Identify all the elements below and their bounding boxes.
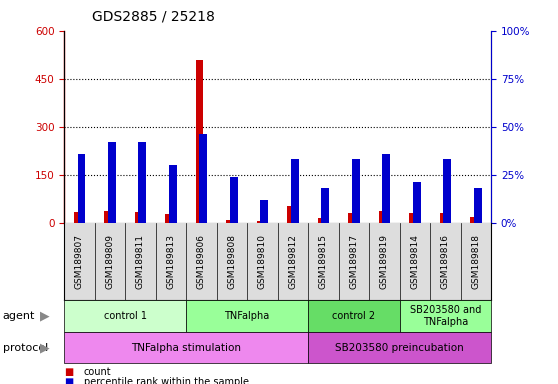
Text: GSM189819: GSM189819 xyxy=(380,233,389,289)
Text: protocol: protocol xyxy=(3,343,48,353)
Text: GSM189817: GSM189817 xyxy=(349,233,358,289)
Text: GSM189815: GSM189815 xyxy=(319,233,328,289)
Bar xyxy=(352,159,359,223)
Text: percentile rank within the sample: percentile rank within the sample xyxy=(84,377,249,384)
Bar xyxy=(199,134,207,223)
Bar xyxy=(348,213,356,223)
Text: GSM189818: GSM189818 xyxy=(472,233,480,289)
Bar xyxy=(78,154,85,223)
Bar xyxy=(74,212,81,223)
Bar xyxy=(196,60,203,223)
Text: agent: agent xyxy=(3,311,35,321)
Text: control 2: control 2 xyxy=(332,311,376,321)
Bar xyxy=(261,200,268,223)
Text: ▶: ▶ xyxy=(40,310,50,322)
Text: control 1: control 1 xyxy=(104,311,147,321)
Text: GSM189814: GSM189814 xyxy=(410,234,419,288)
Bar xyxy=(474,188,482,223)
Text: GSM189810: GSM189810 xyxy=(258,233,267,289)
Text: ▶: ▶ xyxy=(40,341,50,354)
Bar xyxy=(308,300,400,332)
Text: GDS2885 / 25218: GDS2885 / 25218 xyxy=(92,9,215,23)
Bar xyxy=(230,177,238,223)
Bar xyxy=(138,142,146,223)
Text: GSM189808: GSM189808 xyxy=(227,233,237,289)
Bar xyxy=(108,142,116,223)
Bar xyxy=(287,206,295,223)
Bar xyxy=(165,214,173,223)
Text: GSM189806: GSM189806 xyxy=(197,233,206,289)
Text: GSM189812: GSM189812 xyxy=(288,234,297,288)
Bar xyxy=(308,332,491,363)
Bar xyxy=(64,332,308,363)
Text: SB203580 and
TNFalpha: SB203580 and TNFalpha xyxy=(410,305,481,327)
Text: GSM189807: GSM189807 xyxy=(75,233,84,289)
Bar xyxy=(169,165,176,223)
Text: GSM189809: GSM189809 xyxy=(105,233,114,289)
Bar xyxy=(470,217,478,223)
Text: GSM189813: GSM189813 xyxy=(166,233,175,289)
Bar xyxy=(413,182,421,223)
Bar xyxy=(104,210,112,223)
Text: TNFalpha: TNFalpha xyxy=(224,311,270,321)
Text: SB203580 preincubation: SB203580 preincubation xyxy=(335,343,464,353)
Text: GSM189811: GSM189811 xyxy=(136,233,145,289)
Bar xyxy=(440,213,447,223)
Bar xyxy=(257,221,264,223)
Text: count: count xyxy=(84,367,112,377)
Bar xyxy=(291,159,299,223)
Bar xyxy=(318,218,325,223)
Text: GSM189816: GSM189816 xyxy=(441,233,450,289)
Bar xyxy=(444,159,451,223)
Text: ■: ■ xyxy=(64,367,74,377)
Bar xyxy=(400,300,491,332)
Text: TNFalpha stimulation: TNFalpha stimulation xyxy=(131,343,241,353)
Text: ■: ■ xyxy=(64,377,74,384)
Bar xyxy=(321,188,329,223)
Bar xyxy=(186,300,308,332)
Bar xyxy=(226,220,234,223)
Bar xyxy=(64,300,186,332)
Bar xyxy=(382,154,390,223)
Bar xyxy=(134,212,142,223)
Bar xyxy=(409,213,417,223)
Bar xyxy=(379,211,386,223)
